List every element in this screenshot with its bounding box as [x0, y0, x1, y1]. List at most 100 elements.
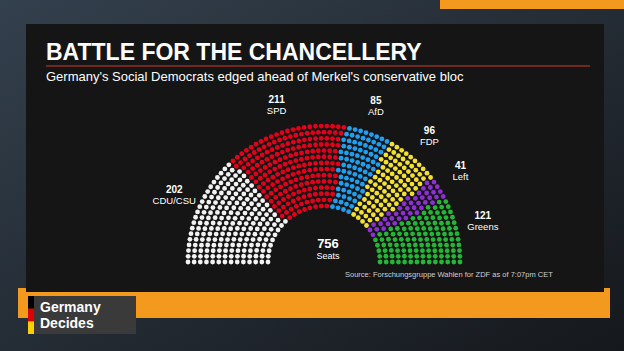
seat: [270, 175, 275, 180]
seat: [398, 197, 403, 202]
seat: [327, 155, 332, 160]
seat: [441, 226, 446, 231]
seat: [261, 248, 266, 253]
seat: [445, 254, 450, 259]
seat: [380, 237, 385, 242]
seat: [362, 197, 367, 202]
seat: [394, 175, 399, 180]
seat: [406, 177, 411, 182]
seat: [336, 187, 341, 192]
seat: [316, 179, 321, 184]
seat: [341, 137, 346, 142]
seat: [293, 133, 298, 138]
seat: [373, 182, 378, 187]
seat: [336, 143, 341, 148]
seat: [316, 173, 321, 178]
seat: [313, 204, 318, 209]
seat: [223, 195, 228, 200]
seat: [257, 193, 262, 198]
seat: [243, 211, 248, 216]
seat: [239, 151, 244, 156]
seat: [379, 194, 384, 199]
seat: [235, 155, 240, 160]
seat: [415, 260, 420, 265]
seat: [316, 130, 321, 135]
party-name: CDU/CSU: [153, 195, 196, 206]
seat: [230, 186, 235, 191]
seat: [376, 248, 381, 253]
seat: [456, 237, 461, 242]
seat: [217, 248, 222, 253]
seat: [381, 173, 386, 178]
seat: [352, 172, 357, 177]
seat: [327, 179, 332, 184]
seat: [313, 192, 318, 197]
seat: [353, 127, 358, 132]
seat: [390, 254, 395, 259]
seat: [373, 238, 378, 243]
seat: [368, 218, 373, 223]
seat: [421, 176, 426, 181]
panel: [26, 24, 604, 292]
seat: [224, 206, 229, 211]
seat: [344, 157, 349, 162]
seat: [204, 221, 209, 226]
seat: [246, 206, 251, 211]
seat: [417, 191, 422, 196]
seat: [450, 243, 455, 248]
seat: [231, 159, 236, 164]
seat: [371, 232, 376, 237]
seat: [313, 186, 318, 191]
seat: [280, 130, 285, 135]
seat: [206, 216, 211, 221]
seat: [186, 260, 191, 265]
seat: [388, 227, 393, 232]
seat: [275, 145, 280, 150]
seat: [451, 254, 456, 259]
party-seats: [231, 124, 347, 220]
seat: [365, 184, 370, 189]
seat: [425, 243, 430, 248]
seat: [215, 175, 220, 180]
seat: [214, 232, 219, 237]
seat: [283, 189, 288, 194]
seat: [333, 199, 338, 204]
seat: [268, 217, 273, 222]
seat: [238, 160, 243, 165]
seat: [347, 126, 352, 131]
seat: [280, 143, 285, 148]
seat: [330, 136, 335, 141]
seat: [266, 260, 271, 265]
seat: [371, 140, 376, 145]
seat: [235, 211, 240, 216]
seat: [432, 221, 437, 226]
seat: [405, 160, 410, 165]
seat: [291, 172, 296, 177]
seat: [207, 231, 212, 236]
seat: [427, 254, 432, 259]
seat: [267, 169, 272, 174]
seat: [374, 154, 379, 159]
seat: [198, 254, 203, 259]
seat: [308, 137, 313, 142]
seat: [371, 212, 376, 217]
seat: [445, 260, 450, 265]
seat: [199, 243, 204, 248]
seat: [336, 124, 341, 129]
seat: [341, 144, 346, 149]
background: [0, 0, 624, 351]
seat: [437, 216, 442, 221]
seat: [296, 145, 301, 150]
seat: [403, 216, 408, 221]
seat: [275, 172, 280, 177]
seat: [339, 156, 344, 161]
seat: [254, 254, 259, 259]
seat: [211, 243, 216, 248]
seat: [302, 207, 307, 212]
seat: [194, 237, 199, 242]
data-label: 121: [475, 210, 492, 221]
seat: [216, 195, 221, 200]
seat: [215, 226, 220, 231]
seat: [259, 231, 264, 236]
seat: [355, 179, 360, 184]
